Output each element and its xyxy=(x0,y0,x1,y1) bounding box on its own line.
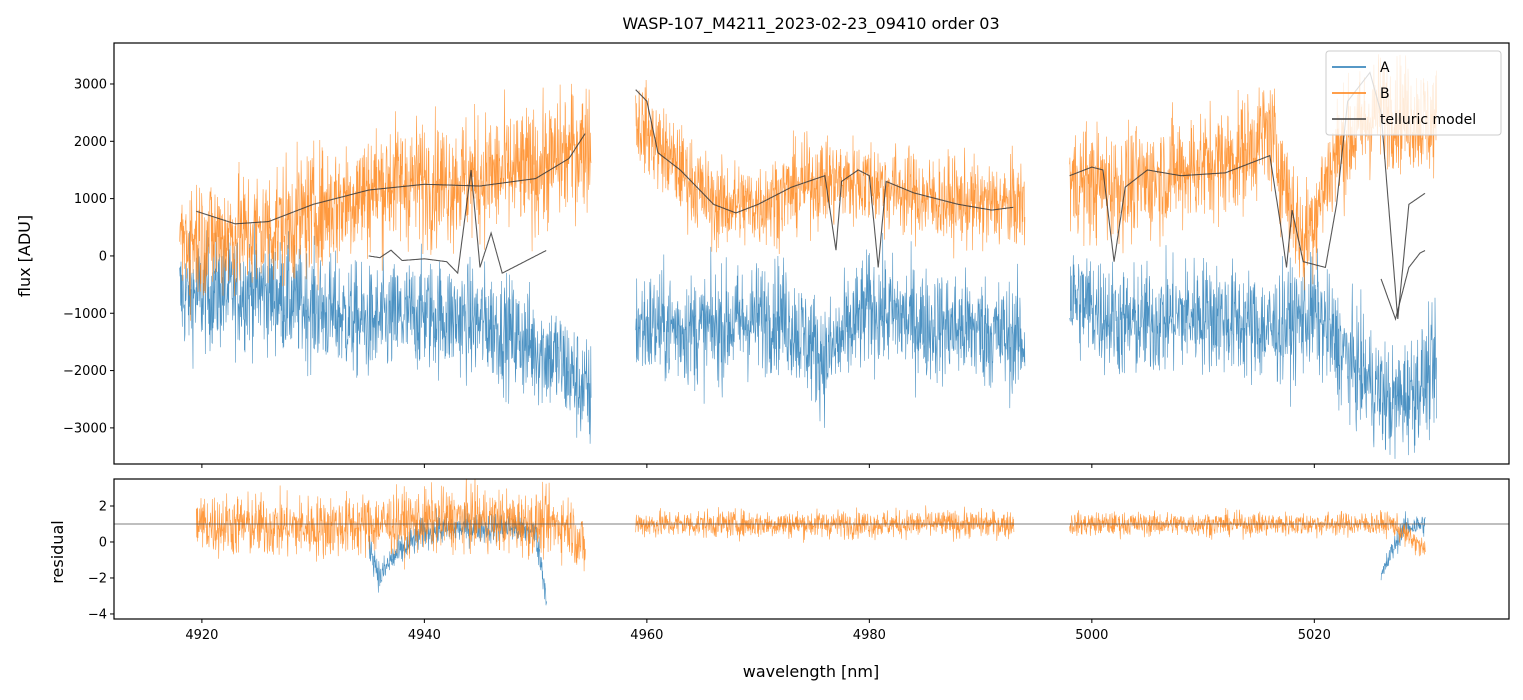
series-B-segment-0 xyxy=(196,479,586,572)
axes-frame xyxy=(113,42,1510,465)
series-A-segment-1 xyxy=(635,232,1026,428)
y-tick-label: 1000 xyxy=(74,192,107,207)
y-tick-label: −2000 xyxy=(63,364,107,379)
y-axis-label-residual: residual xyxy=(48,520,67,583)
x-axis-label: wavelength [nm] xyxy=(743,662,880,681)
legend-label: A xyxy=(1380,60,1390,76)
x-tick-label: 4980 xyxy=(853,628,886,643)
series-B-segment-2 xyxy=(1069,507,1426,557)
x-tick-label: 4940 xyxy=(408,628,441,643)
series-B-segment-1 xyxy=(635,505,1015,543)
x-tick-label: 4960 xyxy=(630,628,663,643)
y-tick-label: 0 xyxy=(99,249,107,264)
y-tick-label: 2 xyxy=(99,499,107,514)
y-tick-label: 2000 xyxy=(74,135,107,150)
y-axis-label-flux: flux [ADU] xyxy=(15,215,34,297)
series-telluric-model-segment-1 xyxy=(368,169,547,275)
x-tick-label: 5020 xyxy=(1298,628,1331,643)
legend-box xyxy=(1325,50,1502,136)
series-telluric-model-segment-4 xyxy=(1380,250,1426,321)
chart-title: WASP-107_M4211_2023-02-23_09410 order 03 xyxy=(622,14,999,34)
y-tick-label: 0 xyxy=(99,535,107,550)
series-A-segment-0 xyxy=(179,221,592,444)
series-B-segment-0 xyxy=(179,83,592,321)
axes-frame xyxy=(113,478,1510,620)
plot-area xyxy=(179,54,1437,459)
flux-panel: −3000 −2000 −1000 0 1000 2000 3000 xyxy=(63,42,1510,468)
series-A-segment-0 xyxy=(368,505,547,606)
residual-panel: −4 −2 0 2 4920 4940 4960 4980 5000 5020 xyxy=(88,478,1510,643)
series-telluric-model-segment-2 xyxy=(635,89,1014,268)
y-tick-label: −1000 xyxy=(63,307,107,322)
series-telluric-model-segment-0 xyxy=(196,133,586,225)
series-B-segment-1 xyxy=(635,79,1026,259)
y-tick-label: −4 xyxy=(88,607,107,622)
legend-label: B xyxy=(1380,86,1390,102)
plot-area xyxy=(114,479,1509,606)
y-tick-label: 3000 xyxy=(74,77,107,92)
x-tick-label: 4920 xyxy=(185,628,218,643)
y-tick-label: −2 xyxy=(88,571,107,586)
series-A-segment-2 xyxy=(1069,245,1437,459)
y-tick-label: −3000 xyxy=(63,421,107,436)
x-tick-label: 5000 xyxy=(1075,628,1108,643)
legend-label: telluric model xyxy=(1380,112,1476,128)
